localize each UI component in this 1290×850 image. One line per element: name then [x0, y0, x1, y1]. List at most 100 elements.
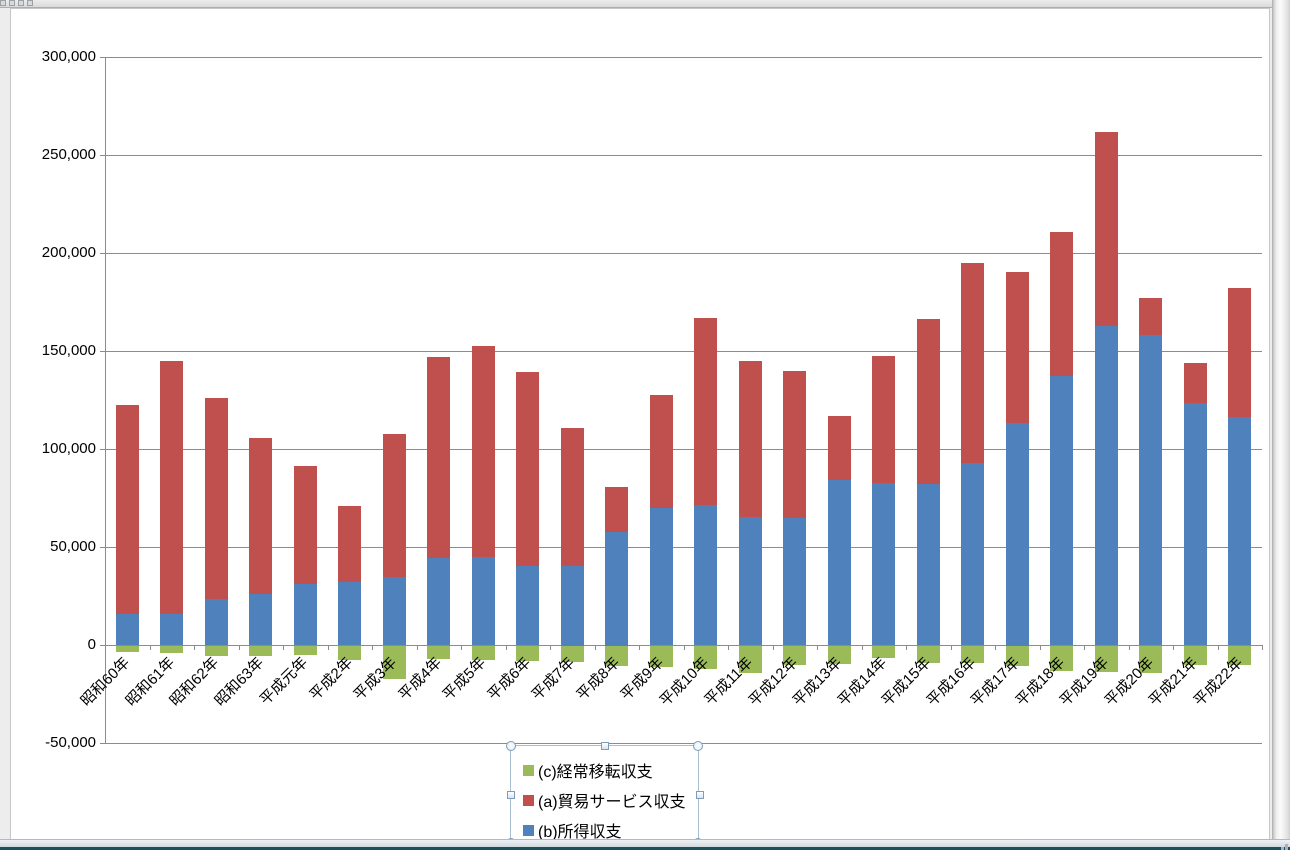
- bar-c-平成5年[interactable]: [472, 646, 495, 660]
- bar-c-平成17年[interactable]: [1006, 646, 1029, 666]
- gridline-200,000: [105, 253, 1262, 254]
- bar-c-平成16年[interactable]: [961, 646, 984, 663]
- bar-a-平成9年[interactable]: [650, 395, 673, 508]
- bar-b-平成11年[interactable]: [739, 516, 762, 645]
- bar-b-平成22年[interactable]: [1228, 417, 1251, 645]
- x-tick-mark: [1218, 645, 1219, 650]
- x-tick-mark: [105, 645, 106, 650]
- bar-a-平成18年[interactable]: [1050, 232, 1073, 376]
- bar-a-平成11年[interactable]: [739, 361, 762, 517]
- legend-entry-label: (c)経常移転収支: [538, 764, 653, 781]
- bar-c-平成11年[interactable]: [739, 646, 762, 673]
- bar-c-平成22年[interactable]: [1228, 646, 1251, 665]
- legend-entry[interactable]: (c)経常移転収支: [523, 755, 698, 785]
- bar-b-平成14年[interactable]: [872, 483, 895, 645]
- bar-c-平成20年[interactable]: [1139, 646, 1162, 673]
- bar-c-昭和63年[interactable]: [249, 646, 272, 656]
- bar-c-平成18年[interactable]: [1050, 646, 1073, 671]
- gridline--50,000: [105, 743, 1262, 744]
- selection-handle-top-right[interactable]: [693, 741, 703, 751]
- bar-a-平成15年[interactable]: [917, 319, 940, 484]
- bar-b-平成2年[interactable]: [338, 582, 361, 645]
- y-axis-tick-label: -50,000: [45, 734, 96, 751]
- bar-c-平成4年[interactable]: [427, 646, 450, 659]
- legend-entry[interactable]: (a)貿易サービス収支: [523, 785, 698, 815]
- bar-b-平成20年[interactable]: [1139, 335, 1162, 645]
- bar-c-平成8年[interactable]: [605, 646, 628, 666]
- bar-b-昭和62年[interactable]: [205, 599, 228, 645]
- bar-a-平成16年[interactable]: [961, 263, 984, 463]
- bar-a-平成20年[interactable]: [1139, 298, 1162, 335]
- bar-c-平成14年[interactable]: [872, 646, 895, 658]
- bar-a-平成7年[interactable]: [561, 428, 584, 566]
- bar-c-平成12年[interactable]: [783, 646, 806, 665]
- bar-a-平成17年[interactable]: [1006, 272, 1029, 423]
- bar-a-平成19年[interactable]: [1095, 132, 1118, 326]
- bar-c-平成13年[interactable]: [828, 646, 851, 664]
- bar-c-昭和61年[interactable]: [160, 646, 183, 653]
- selection-handle-mid-left[interactable]: [507, 791, 515, 799]
- bar-a-平成元年[interactable]: [294, 466, 317, 584]
- bar-b-平成18年[interactable]: [1050, 375, 1073, 645]
- bar-a-平成10年[interactable]: [694, 318, 717, 505]
- bar-b-平成7年[interactable]: [561, 566, 584, 646]
- vertical-scrollbar-track[interactable]: [1272, 0, 1290, 850]
- bar-c-平成19年[interactable]: [1095, 646, 1118, 672]
- bar-b-昭和63年[interactable]: [249, 594, 272, 645]
- bar-b-平成17年[interactable]: [1006, 423, 1029, 646]
- bar-b-平成12年[interactable]: [783, 518, 806, 645]
- bar-c-平成21年[interactable]: [1184, 646, 1207, 665]
- bar-a-平成6年[interactable]: [516, 372, 539, 566]
- bar-a-昭和63年[interactable]: [249, 438, 272, 594]
- legend-entry[interactable]: (b)所得収支: [523, 815, 698, 845]
- x-tick-mark: [417, 645, 418, 650]
- bar-a-平成5年[interactable]: [472, 346, 495, 557]
- bar-b-平成21年[interactable]: [1184, 403, 1207, 645]
- bar-a-昭和61年[interactable]: [160, 361, 183, 614]
- bar-c-平成元年[interactable]: [294, 646, 317, 655]
- bar-a-平成4年[interactable]: [427, 357, 450, 558]
- y-axis-tick-label: 150,000: [41, 342, 96, 359]
- selection-handle-mid-right[interactable]: [696, 791, 704, 799]
- bar-a-平成12年[interactable]: [783, 371, 806, 518]
- bar-c-昭和62年[interactable]: [205, 646, 228, 656]
- legend[interactable]: (c)経常移転収支 (a)貿易サービス収支 (b)所得収支: [506, 741, 704, 848]
- scrollbar-drag-handle-icon[interactable]: [0, 0, 33, 6]
- bar-a-平成22年[interactable]: [1228, 288, 1251, 417]
- bar-c-平成6年[interactable]: [516, 646, 539, 661]
- bar-b-平成4年[interactable]: [427, 558, 450, 645]
- bar-a-平成21年[interactable]: [1184, 363, 1207, 403]
- bar-b-平成8年[interactable]: [605, 532, 628, 646]
- bar-b-平成3年[interactable]: [383, 577, 406, 645]
- bar-a-平成3年[interactable]: [383, 434, 406, 577]
- bar-c-平成9年[interactable]: [650, 646, 673, 667]
- bar-c-昭和60年[interactable]: [116, 646, 139, 652]
- selection-handle-top-left[interactable]: [506, 741, 516, 751]
- y-tick--50,000: [100, 743, 105, 744]
- selection-handle-top-mid[interactable]: [601, 742, 609, 750]
- bar-b-平成6年[interactable]: [516, 565, 539, 645]
- x-tick-mark: [817, 645, 818, 650]
- bar-a-平成8年[interactable]: [605, 487, 628, 532]
- bar-b-平成10年[interactable]: [694, 505, 717, 645]
- bar-c-平成2年[interactable]: [338, 646, 361, 660]
- bar-a-平成2年[interactable]: [338, 506, 361, 582]
- bar-b-平成19年[interactable]: [1095, 326, 1118, 645]
- bar-a-昭和60年[interactable]: [116, 405, 139, 614]
- bar-b-昭和61年[interactable]: [160, 614, 183, 645]
- bar-b-昭和60年[interactable]: [116, 614, 139, 645]
- bar-a-昭和62年[interactable]: [205, 398, 228, 599]
- bar-c-平成3年[interactable]: [383, 646, 406, 679]
- x-tick-mark: [1040, 645, 1041, 650]
- bar-a-平成13年[interactable]: [828, 416, 851, 480]
- bar-c-平成15年[interactable]: [917, 646, 940, 663]
- bar-c-平成7年[interactable]: [561, 646, 584, 662]
- bar-b-平成元年[interactable]: [294, 584, 317, 645]
- bar-b-平成9年[interactable]: [650, 508, 673, 645]
- bar-b-平成13年[interactable]: [828, 480, 851, 645]
- bar-a-平成14年[interactable]: [872, 356, 895, 483]
- bar-b-平成5年[interactable]: [472, 557, 495, 645]
- bar-b-平成15年[interactable]: [917, 484, 940, 645]
- bar-b-平成16年[interactable]: [961, 463, 984, 645]
- bar-c-平成10年[interactable]: [694, 646, 717, 669]
